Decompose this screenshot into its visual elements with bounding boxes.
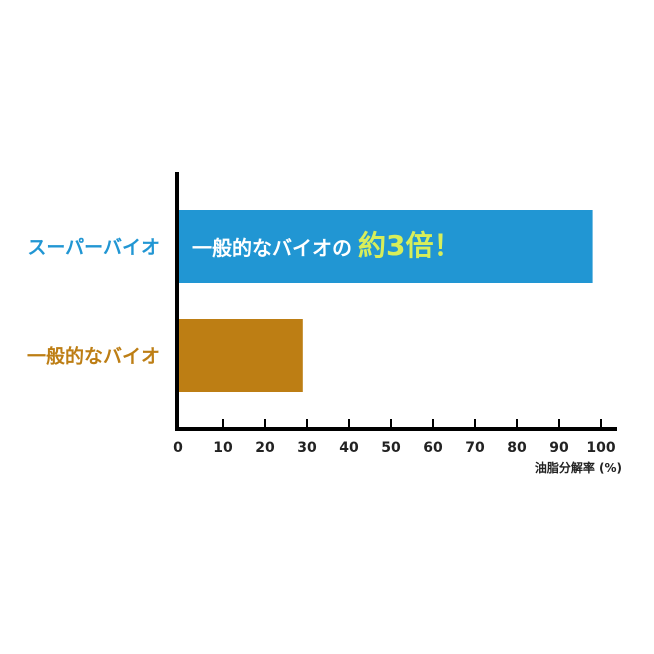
category-label: スーパーバイオ xyxy=(27,237,160,259)
annotation-highlight: 約3倍！ xyxy=(358,229,461,262)
annotation-prefix: 一般的なバイオの xyxy=(192,236,352,260)
bar-annotation: 一般的なバイオの 約3倍！ xyxy=(192,229,461,262)
x-tick-label: 10 xyxy=(213,440,233,456)
x-tick-label: 80 xyxy=(507,440,527,456)
x-tick-label: 100 xyxy=(586,440,615,456)
x-tick-label: 30 xyxy=(297,440,317,456)
x-tick-label: 50 xyxy=(381,440,401,456)
x-tick-label: 60 xyxy=(423,440,443,456)
x-tick-label: 90 xyxy=(549,440,569,456)
x-tick-label: 70 xyxy=(465,440,485,456)
x-axis-label: 油脂分解率 (%) xyxy=(535,460,622,475)
x-tick-label: 0 xyxy=(173,440,183,456)
x-tick-label: 20 xyxy=(255,440,275,456)
x-tick-label: 40 xyxy=(339,440,359,456)
bar-1 xyxy=(179,210,593,283)
category-label: 一般的なバイオ xyxy=(27,345,160,368)
bar-2 xyxy=(179,319,303,392)
